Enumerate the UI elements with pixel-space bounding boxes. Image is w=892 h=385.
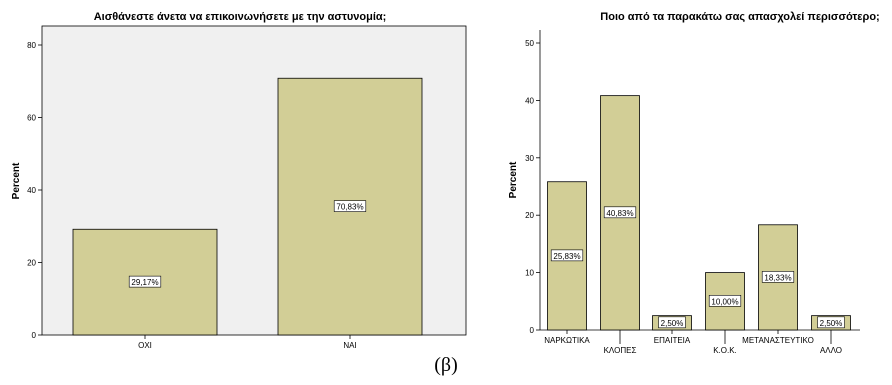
- y-tick-label: 80: [27, 41, 36, 50]
- data-label: 29,17%: [131, 278, 158, 287]
- category-label: ΝΑΡΚΩΤΙΚΑ: [544, 336, 590, 345]
- y-axis-label: Percent: [508, 161, 519, 198]
- y-tick-label: 40: [27, 186, 36, 195]
- category-label: ΚΛΟΠΕΣ: [604, 346, 637, 355]
- y-tick-label: 10: [525, 269, 534, 278]
- category-label: ΜΕΤΑΝΑΣΤΕΥΤΙΚΟ: [742, 336, 814, 345]
- y-tick-label: 50: [525, 39, 534, 48]
- chart-title: Αισθάνεστε άνετα να επικοινωνήσετε με τη…: [94, 11, 387, 23]
- y-tick-label: 40: [525, 96, 534, 105]
- y-tick-label: 0: [32, 331, 37, 340]
- data-label-box: [817, 316, 845, 329]
- y-tick-label: 20: [525, 211, 534, 220]
- category-label: ΑΛΛΟ: [820, 346, 842, 355]
- category-label: Κ.Ο.Κ.: [713, 346, 737, 355]
- data-label: 2,50%: [661, 319, 684, 328]
- y-tick-label: 30: [525, 154, 534, 163]
- data-label: 18,33%: [764, 273, 791, 282]
- data-label-box: [761, 271, 795, 283]
- y-axis-label: Percent: [11, 162, 22, 199]
- category-label: ΝΑΙ: [343, 341, 356, 350]
- data-label-box: [708, 294, 742, 307]
- chart-communication-police: Αισθάνεστε άνετα να επικοινωνήσετε με τη…: [11, 11, 467, 350]
- data-label: 70,83%: [336, 203, 363, 212]
- data-label-box: [128, 275, 162, 288]
- y-tick-label: 20: [27, 259, 36, 268]
- data-label: 10,00%: [711, 297, 738, 306]
- data-label-box: [333, 200, 367, 212]
- category-label: ΕΠΑΙΤΕΙΑ: [654, 336, 691, 345]
- category-label: ΟΧΙ: [138, 341, 152, 350]
- data-label-box: [550, 249, 584, 262]
- y-tick-label: 0: [530, 326, 535, 335]
- chart-title: Ποιο από τα παρακάτω σας απασχολεί περισ…: [600, 11, 879, 23]
- data-label: 40,83%: [606, 209, 633, 218]
- data-label-box: [603, 206, 637, 219]
- data-label: 25,83%: [553, 252, 580, 261]
- data-label: 2,50%: [820, 319, 843, 328]
- y-tick-label: 60: [27, 114, 36, 123]
- figure-caption: (β): [434, 354, 458, 376]
- data-label-box: [658, 316, 686, 329]
- chart-main-concern: Ποιο από τα παρακάτω σας απασχολεί περισ…: [508, 11, 888, 355]
